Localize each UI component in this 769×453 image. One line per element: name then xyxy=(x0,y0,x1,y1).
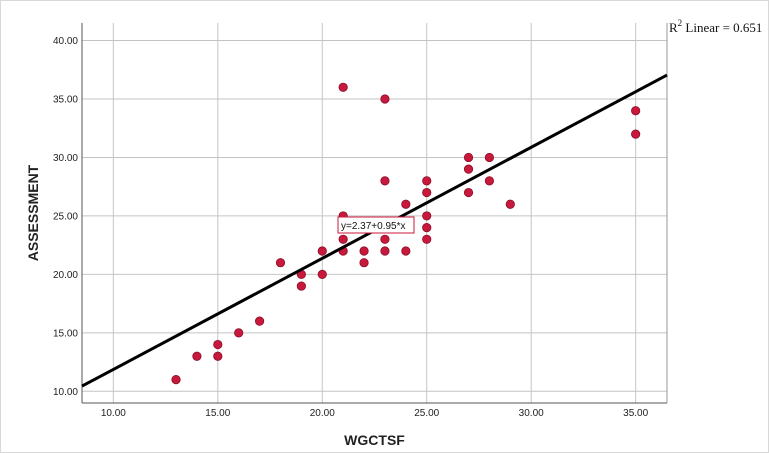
y-axis-title: ASSESSMENT xyxy=(25,164,41,261)
r2-suffix: Linear = 0.651 xyxy=(682,20,762,35)
y-tick-label-6: 40.00 xyxy=(53,36,78,47)
y-tick-label-5: 35.00 xyxy=(53,95,78,106)
data-point-18 xyxy=(380,234,390,244)
data-point-0 xyxy=(171,375,181,385)
equation-box xyxy=(337,216,415,234)
data-point-34 xyxy=(631,129,641,139)
data-point-31 xyxy=(484,176,495,186)
data-point-19 xyxy=(380,176,390,186)
data-point-35 xyxy=(631,106,641,116)
y-tick-label-2: 20.00 xyxy=(53,270,78,281)
x-tick-label-3: 25.00 xyxy=(414,408,439,419)
x-tick-label-1: 15.00 xyxy=(205,408,230,419)
data-point-20 xyxy=(380,94,390,104)
x-tick-label-5: 35.00 xyxy=(623,408,648,419)
data-point-27 xyxy=(422,176,432,186)
y-tick-label-3: 25.00 xyxy=(53,211,78,222)
plot-area xyxy=(82,23,667,403)
data-point-17 xyxy=(380,246,390,256)
data-point-33 xyxy=(505,199,515,209)
r2-superscript: 2 xyxy=(678,18,683,28)
y-tick-label-1: 15.00 xyxy=(53,328,78,339)
data-point-3 xyxy=(213,339,223,350)
r-squared-label: R2 Linear = 0.651 xyxy=(669,18,762,35)
r2-prefix: R xyxy=(669,20,678,35)
data-points xyxy=(171,82,641,385)
data-point-23 xyxy=(422,234,432,244)
data-point-21 xyxy=(401,246,411,256)
data-point-1 xyxy=(192,351,202,361)
data-point-24 xyxy=(422,223,432,233)
equation-text: y=2.37+0.95*x xyxy=(341,221,406,232)
data-point-4 xyxy=(234,328,244,338)
data-point-15 xyxy=(359,258,369,268)
data-point-28 xyxy=(463,187,474,198)
data-point-7 xyxy=(296,281,306,291)
y-tick-labels: 10.00 15.00 20.00 25.00 30.00 35.00 40.00 xyxy=(53,36,78,398)
x-tick-labels: 10.00 15.00 20.00 25.00 30.00 35.00 xyxy=(101,408,649,419)
data-point-6 xyxy=(275,258,286,268)
x-axis-title: WGCTSF xyxy=(344,432,405,448)
data-point-14 xyxy=(338,82,348,92)
data-point-29 xyxy=(463,164,474,174)
x-tick-label-0: 10.00 xyxy=(101,408,126,419)
data-point-25 xyxy=(422,211,432,221)
data-point-10 xyxy=(317,246,327,256)
grid-lines xyxy=(82,23,667,403)
data-point-32 xyxy=(484,152,495,163)
equation-label: y=2.37+0.95*x xyxy=(337,216,415,234)
data-point-22 xyxy=(401,199,411,209)
x-tick-label-2: 20.00 xyxy=(310,408,335,419)
x-tick-label-4: 30.00 xyxy=(519,408,544,419)
data-point-12 xyxy=(338,234,348,244)
data-point-26 xyxy=(422,187,432,198)
data-point-5 xyxy=(254,316,265,326)
data-point-16 xyxy=(359,246,369,256)
y-tick-label-0: 10.00 xyxy=(53,387,78,398)
y-tick-label-4: 30.00 xyxy=(53,153,78,164)
data-point-9 xyxy=(317,269,327,279)
data-point-2 xyxy=(213,351,223,361)
data-point-30 xyxy=(463,152,474,163)
